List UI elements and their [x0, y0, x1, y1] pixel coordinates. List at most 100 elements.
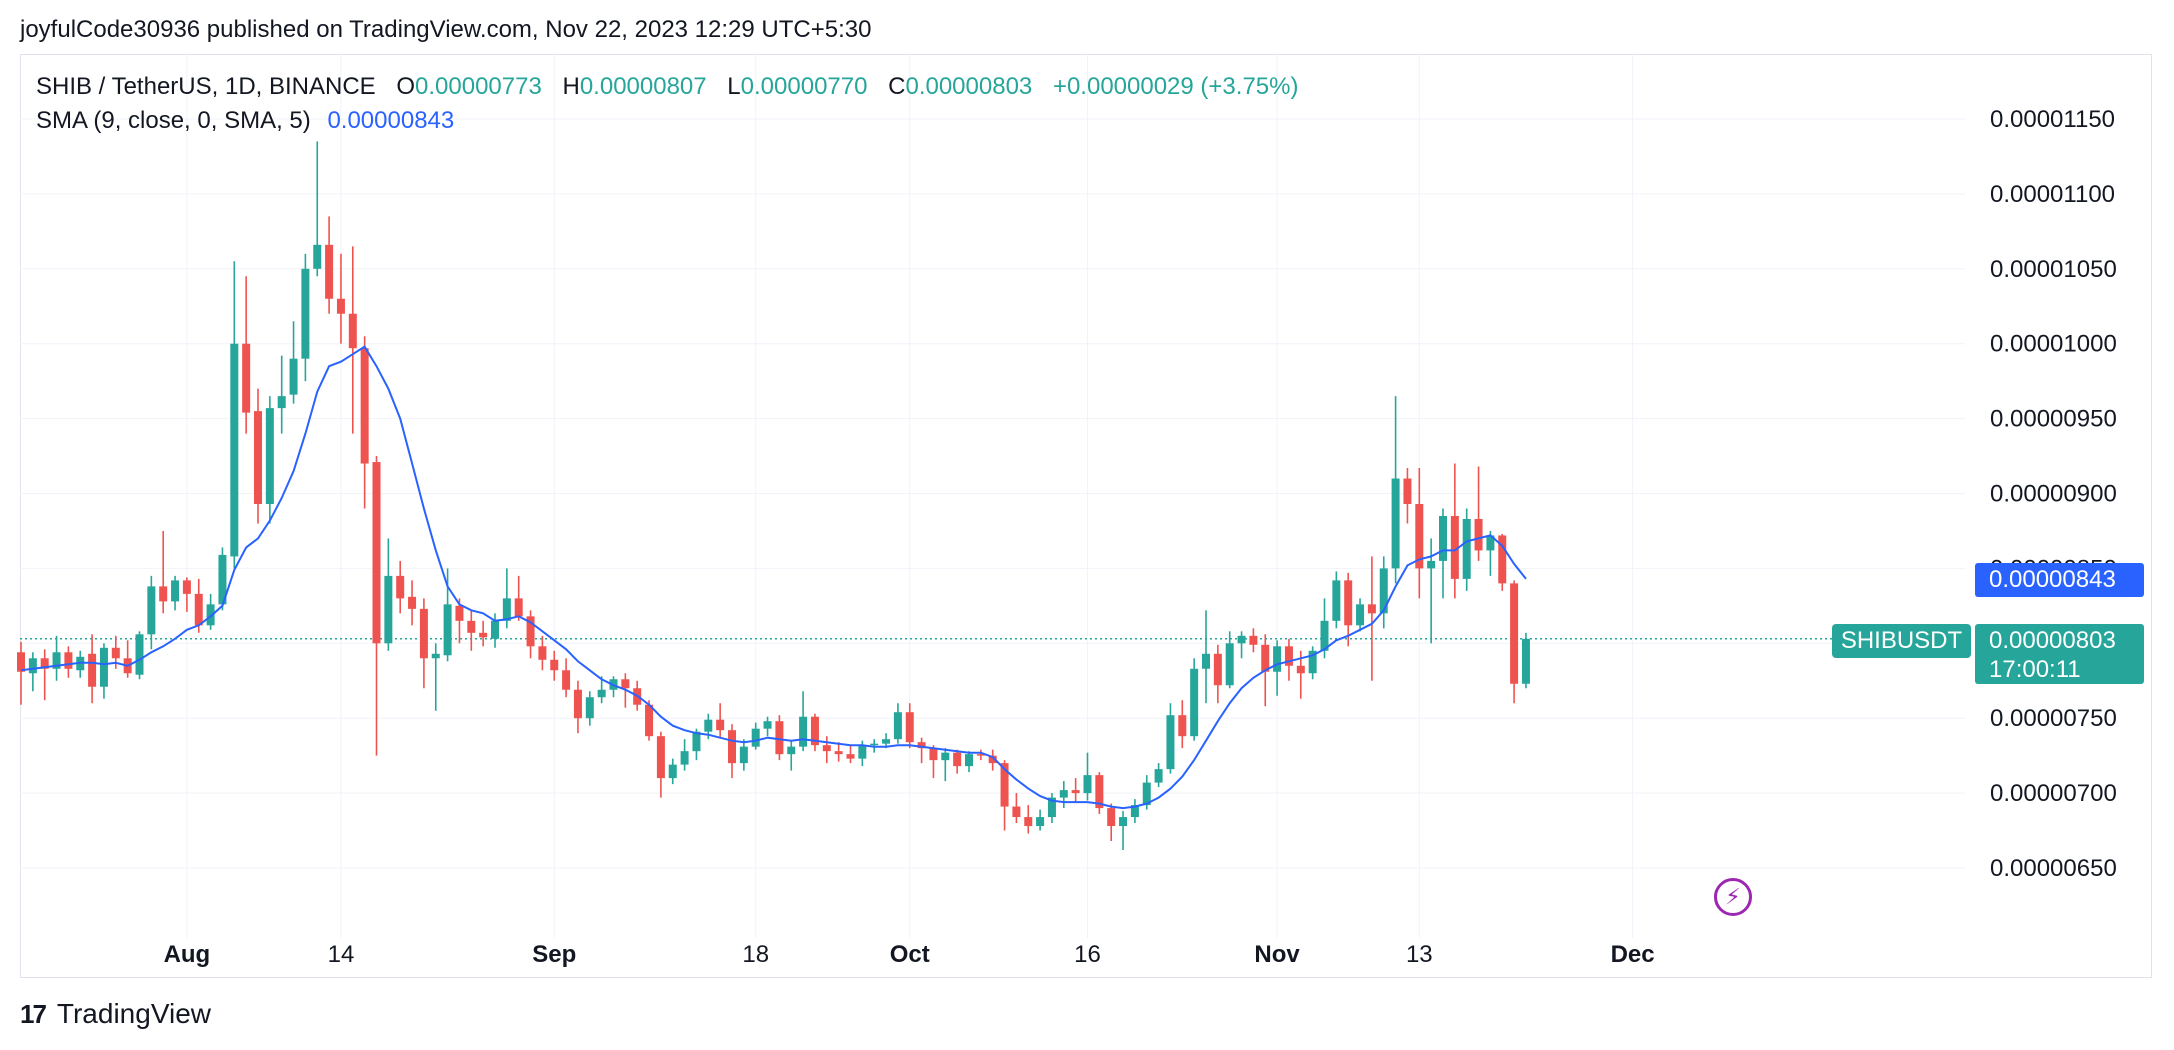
- candle: [1190, 658, 1199, 741]
- candle: [242, 276, 251, 434]
- candle: [1344, 572, 1353, 647]
- chart-frame: [20, 54, 2152, 978]
- candle: [1521, 632, 1530, 689]
- high-value: 0.00000807: [579, 73, 707, 100]
- candle-body: [1296, 665, 1305, 674]
- lightning-icon[interactable]: ⚡: [1714, 878, 1752, 916]
- candle: [810, 713, 819, 752]
- sma-row: SMA (9, close, 0, SMA, 5) 0.00000843: [36, 104, 1312, 138]
- candle-body: [787, 746, 796, 755]
- candle: [656, 731, 665, 798]
- candle-body: [988, 755, 997, 764]
- candle-body: [1083, 775, 1092, 794]
- candle-body: [1107, 808, 1116, 827]
- tradingview-brand[interactable]: 17 TradingView: [20, 998, 211, 1030]
- candle: [1308, 646, 1317, 680]
- candle-body: [1462, 518, 1471, 579]
- candle-body: [360, 348, 369, 464]
- candle-body: [230, 343, 239, 557]
- candle: [763, 716, 772, 737]
- candle: [99, 643, 108, 699]
- candle: [965, 751, 973, 773]
- candle: [1225, 631, 1234, 689]
- chart-legend: SHIB / TetherUS, 1D, BINANCE O0.00000773…: [36, 70, 1312, 138]
- candle: [1047, 793, 1056, 824]
- candle-body: [455, 605, 464, 621]
- candle-body: [514, 598, 523, 617]
- symbol-label[interactable]: SHIB / TetherUS, 1D, BINANCE: [36, 73, 376, 100]
- candle: [1059, 781, 1068, 809]
- candle: [1332, 571, 1341, 629]
- chart-grid: [20, 54, 1965, 938]
- candle-body: [573, 689, 582, 719]
- candle-body: [52, 652, 61, 669]
- candle: [1166, 703, 1175, 774]
- candle: [348, 246, 357, 434]
- candle: [28, 652, 37, 692]
- candle: [1130, 799, 1139, 824]
- candle-body: [1166, 715, 1175, 770]
- candle: [822, 736, 831, 764]
- candle-body: [277, 396, 286, 409]
- candle: [384, 538, 393, 651]
- candle-body: [1024, 817, 1033, 827]
- candle-body: [443, 604, 452, 656]
- candle-body: [882, 739, 891, 744]
- candle-body: [254, 411, 262, 504]
- candle-body: [1000, 763, 1009, 807]
- candle: [1367, 556, 1376, 681]
- candle: [182, 577, 191, 612]
- candle: [419, 598, 428, 689]
- candle-body: [858, 745, 867, 759]
- candle: [431, 643, 440, 711]
- candle: [1000, 760, 1009, 831]
- candle-body: [135, 634, 144, 675]
- candle-body: [313, 244, 322, 269]
- candle-body: [1071, 790, 1080, 794]
- candle-body: [40, 658, 49, 669]
- time-tick-label: Aug: [164, 941, 211, 968]
- candle: [716, 703, 725, 738]
- price-tick-label: 0.00001100: [1990, 181, 2115, 208]
- candle-body: [893, 712, 902, 740]
- candle: [467, 610, 476, 651]
- sma-label[interactable]: SMA (9, close, 0, SMA, 5): [36, 107, 311, 134]
- last-price-value: 0.00000803: [1989, 627, 2116, 654]
- bar-countdown: 17:00:11: [1989, 656, 2081, 683]
- candle-body: [846, 754, 855, 759]
- candle-body: [775, 721, 784, 755]
- candle: [514, 575, 523, 621]
- candle-body: [88, 653, 97, 687]
- price-axis: 0.000006500.000007000.000007500.00000800…: [1990, 106, 2117, 882]
- candle-body: [1130, 805, 1139, 818]
- candle-body: [218, 554, 227, 605]
- candle: [799, 691, 808, 752]
- brand-name: TradingView: [56, 998, 212, 1029]
- published-by-line: joyfulCode30936 published on TradingView…: [20, 16, 872, 43]
- candle: [787, 740, 796, 771]
- candle-body: [656, 736, 665, 779]
- candle: [1450, 463, 1459, 599]
- candle: [1178, 700, 1187, 749]
- candle: [526, 610, 535, 659]
- candle-body: [929, 748, 938, 761]
- candle-body: [479, 632, 488, 638]
- candle-body: [870, 743, 879, 746]
- candle: [538, 635, 547, 671]
- time-tick-label: 18: [742, 941, 769, 968]
- candle-body: [763, 721, 772, 729]
- candle: [1036, 809, 1045, 831]
- candle-body: [1249, 635, 1258, 645]
- candle-body: [1332, 580, 1341, 621]
- sma-line: [20, 345, 1527, 810]
- candle: [1415, 468, 1424, 599]
- candle: [325, 216, 334, 314]
- candle-body: [716, 719, 725, 731]
- candle-body: [17, 652, 25, 672]
- candle: [1498, 533, 1507, 591]
- candle: [562, 658, 571, 698]
- candle: [443, 568, 452, 662]
- candle: [147, 575, 156, 650]
- candle-body: [325, 244, 334, 299]
